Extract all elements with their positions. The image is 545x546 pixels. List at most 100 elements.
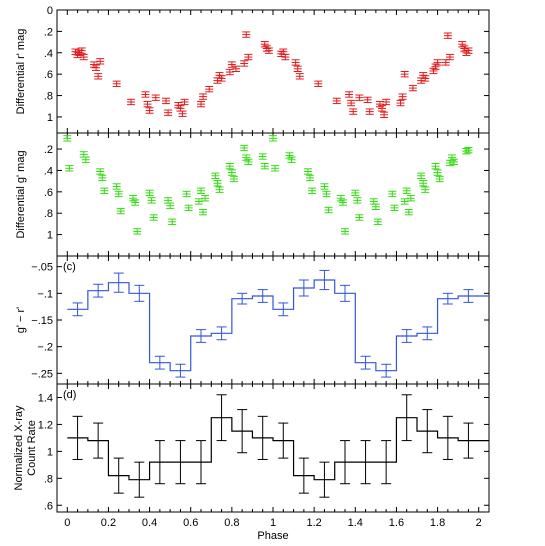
panel-r-point <box>143 100 152 108</box>
panel-g-point <box>400 198 409 205</box>
panel-g-point <box>215 186 224 193</box>
panel-r-point <box>180 98 189 106</box>
panel-c-errorbar <box>442 292 453 305</box>
panel-g-point <box>450 158 459 166</box>
panel-r-point <box>244 53 253 61</box>
panel-r-point <box>421 75 430 82</box>
panel-r-point <box>231 65 240 72</box>
panel-r-point <box>197 100 205 108</box>
panel-g-point <box>322 190 331 198</box>
panel-d-errorbar <box>93 422 104 459</box>
panel-g-point <box>341 228 349 235</box>
panel-r-point <box>365 108 374 115</box>
panel-d-ytick-label: 1.2 <box>38 419 53 431</box>
panel-g-ytick-label: .8 <box>44 208 53 220</box>
panel-d-errorbar <box>278 422 289 459</box>
panel-r-frame <box>56 9 490 134</box>
panel-g-ytick-label: .4 <box>44 165 53 177</box>
panel-c-ytick-label: −.1 <box>37 288 53 300</box>
panel-g-point <box>287 156 296 163</box>
panel-c-ylabel: g' − r' <box>15 307 27 334</box>
panel-c-ytick-label: −.25 <box>31 368 53 380</box>
panel-g-point <box>81 156 90 163</box>
panel-r-point <box>431 63 440 70</box>
panel-r-ytick-label: .6 <box>44 69 53 81</box>
panel-g-point <box>336 195 345 202</box>
panel-r-point <box>145 107 154 114</box>
x-tick-label: 0.8 <box>224 517 239 529</box>
panel-r-point <box>464 47 473 54</box>
panel-g-point <box>100 187 109 194</box>
panel-r-point <box>151 94 160 101</box>
panel-r-ytick-label: .8 <box>44 91 53 103</box>
x-axis-label: Phase <box>257 530 288 542</box>
panel-r-point <box>291 59 300 66</box>
panel-d-ylabel-2: Count Rate <box>26 420 38 476</box>
panel-g-point <box>194 198 203 205</box>
panel-g-point <box>421 186 430 193</box>
panel-r-point <box>382 98 391 106</box>
panel-r-point <box>112 80 121 87</box>
panel-g-point <box>116 207 125 215</box>
panel-c-ytick-label: −.2 <box>37 342 53 354</box>
panel-g-point <box>184 204 193 212</box>
panel-c-errorbar <box>298 279 309 297</box>
panel-g-point <box>390 204 399 212</box>
panel-c-errorbar <box>319 269 330 291</box>
panel-r-point <box>176 105 185 112</box>
panel-r-point <box>79 53 88 61</box>
panel-r-ytick-label: .4 <box>44 48 53 60</box>
panel-c-label: (c) <box>63 261 76 273</box>
panel-g-point <box>435 175 444 183</box>
panel-g-point <box>225 162 234 170</box>
panel-g-frame <box>56 132 490 257</box>
panel-c-errorbar <box>381 363 392 378</box>
panel-g-point <box>351 189 360 197</box>
x-tick-label: 1.2 <box>306 517 321 529</box>
panel-d-errorbar <box>216 394 227 442</box>
panel-c-errorbar <box>216 326 227 341</box>
panel-g-point <box>308 187 317 194</box>
panel-r-point <box>242 31 251 38</box>
panel-d-ylabel: Normalized X-ray <box>13 405 25 490</box>
panel-r-point <box>363 96 372 104</box>
panel-g-point <box>63 135 72 142</box>
panel-r-point <box>433 59 442 66</box>
panel-c-errorbar <box>463 289 474 303</box>
panel-r-point <box>92 64 101 71</box>
panel-g-point <box>388 190 397 198</box>
panel-r-point <box>215 72 224 79</box>
panel-c-errorbar <box>72 302 83 317</box>
panel-r-point <box>90 61 99 68</box>
panel-r-point <box>71 48 80 55</box>
panel-g-point <box>244 158 253 166</box>
panel-c-errorbar <box>134 284 145 302</box>
panel-r-point <box>332 97 341 105</box>
panel-c-errorbar <box>340 284 350 302</box>
panel-r-point <box>295 73 304 80</box>
panel-r-point <box>96 58 105 65</box>
x-tick-label: 1 <box>270 517 276 529</box>
panel-d-errorbar <box>175 440 186 485</box>
panel-r-point <box>347 99 356 107</box>
panel-d-ytick-label: 1 <box>47 446 53 458</box>
panel-g-point <box>355 214 364 221</box>
panel-g-point <box>371 203 380 210</box>
panel-c-frame <box>56 255 490 385</box>
x-tick-label: 2 <box>476 517 482 529</box>
panel-d-errorbar <box>113 457 124 494</box>
panel-r-point <box>262 45 271 52</box>
panel-d-ytick-label: 1.4 <box>38 392 53 404</box>
panel-g-point <box>324 206 333 214</box>
panel-d-errorbar <box>340 440 350 485</box>
panel-g-point <box>306 174 315 182</box>
panel-g-point <box>404 208 413 216</box>
panel-g-point <box>98 174 107 182</box>
panel-g-point <box>79 151 88 158</box>
panel-g-point <box>433 169 442 176</box>
panel-g-point <box>338 199 347 206</box>
panel-g-point <box>149 214 158 221</box>
panel-r-point <box>164 109 173 116</box>
panel-g-ytick-label: 1 <box>47 230 53 242</box>
